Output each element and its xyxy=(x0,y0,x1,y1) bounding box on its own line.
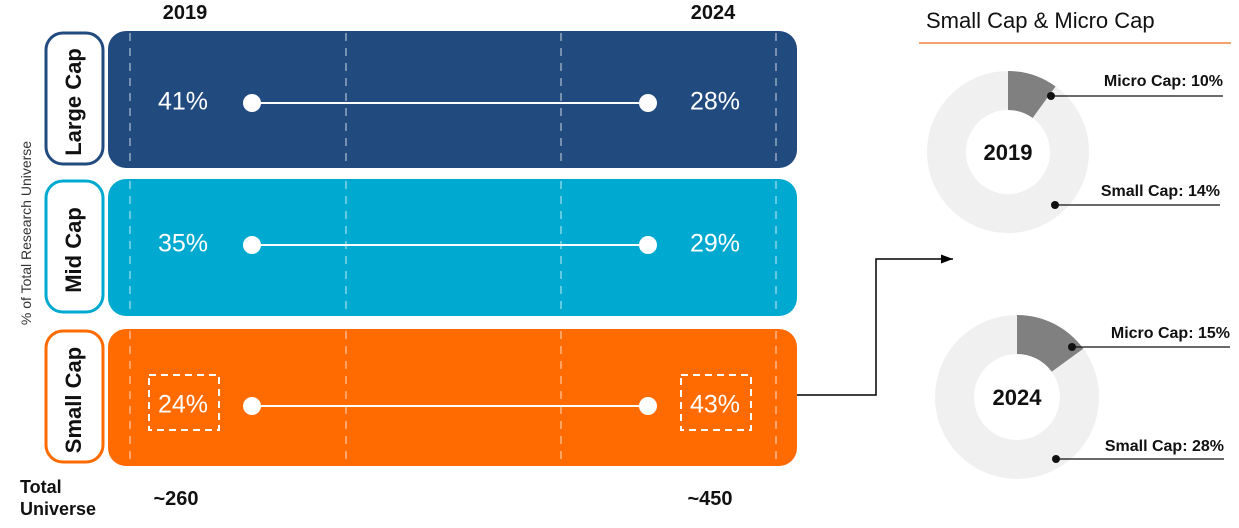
row-label-large-cap: Large Cap xyxy=(61,48,86,156)
row-band-small-cap xyxy=(108,329,797,466)
point-small-cap-2024 xyxy=(639,397,657,415)
data-label-small-cap-2019: 24% xyxy=(158,391,208,419)
row-label-box-mid-cap xyxy=(44,179,105,314)
callout-label-2024-1: Micro Cap: 15% xyxy=(1111,325,1230,342)
row-label-small-cap: Small Cap xyxy=(61,347,86,453)
total-universe-2019: ~260 xyxy=(153,488,198,510)
band-layer: Large Cap 41% 28% Mid Cap 35% 29% Small Cap 24%… xyxy=(44,31,797,466)
data-label-small-cap-2024: 43% xyxy=(690,391,740,419)
data-label-large-cap-2019: 41% xyxy=(158,88,208,116)
data-label-mid-cap-2019: 35% xyxy=(158,230,208,258)
donut-2019-slice-small-cap xyxy=(1032,86,1089,150)
callout-label-2019-1: Micro Cap: 10% xyxy=(1104,73,1223,90)
donut-2019-center-label: 2019 xyxy=(984,140,1033,165)
point-large-cap-2024 xyxy=(639,94,657,112)
donut-2024-hole xyxy=(974,354,1060,440)
y-axis-label: % of Total Research Universe xyxy=(18,141,34,325)
point-small-cap-2019 xyxy=(243,397,261,415)
x-axis-label-2024: 2024 xyxy=(691,2,736,24)
row-label-mid-cap: Mid Cap xyxy=(61,207,86,293)
total-universe-2024: ~450 xyxy=(687,488,732,510)
donut-2024-center-label: 2024 xyxy=(993,385,1043,410)
total-universe-label-line2: Universe xyxy=(20,499,96,519)
data-label-large-cap-2024: 28% xyxy=(690,88,740,116)
row-label-box-small-cap xyxy=(44,329,105,464)
x-axis-label-2019: 2019 xyxy=(163,2,208,24)
row-band-mid-cap xyxy=(108,179,797,316)
highlight-box-small-cap-2019 xyxy=(148,374,220,431)
point-mid-cap-2019 xyxy=(243,236,261,254)
point-large-cap-2019 xyxy=(243,94,261,112)
donut-section-title: Small Cap & Micro Cap xyxy=(926,8,1155,33)
donut-2024-slice-small-cap xyxy=(1035,348,1099,472)
donut-layer: 2019 Micro Cap: 10% Small Cap: 14% 2024 Micr… xyxy=(927,71,1230,479)
callout-label-2024-2: Small Cap: 28% xyxy=(1105,438,1224,455)
donut-2019-hole xyxy=(966,110,1050,194)
callout-label-2019-2: Small Cap: 14% xyxy=(1101,183,1220,200)
small-cap-arrow xyxy=(797,254,953,396)
total-universe-label-line1: Total xyxy=(20,477,62,497)
row-band-large-cap xyxy=(108,31,797,168)
donut-2024-slice-micro-cap xyxy=(1017,315,1084,372)
row-label-box-large-cap xyxy=(44,31,105,166)
data-label-mid-cap-2024: 29% xyxy=(690,230,740,258)
highlight-box-small-cap-2024 xyxy=(680,374,752,431)
donut-2019-slice-micro-cap xyxy=(1008,71,1056,119)
point-mid-cap-2024 xyxy=(639,236,657,254)
